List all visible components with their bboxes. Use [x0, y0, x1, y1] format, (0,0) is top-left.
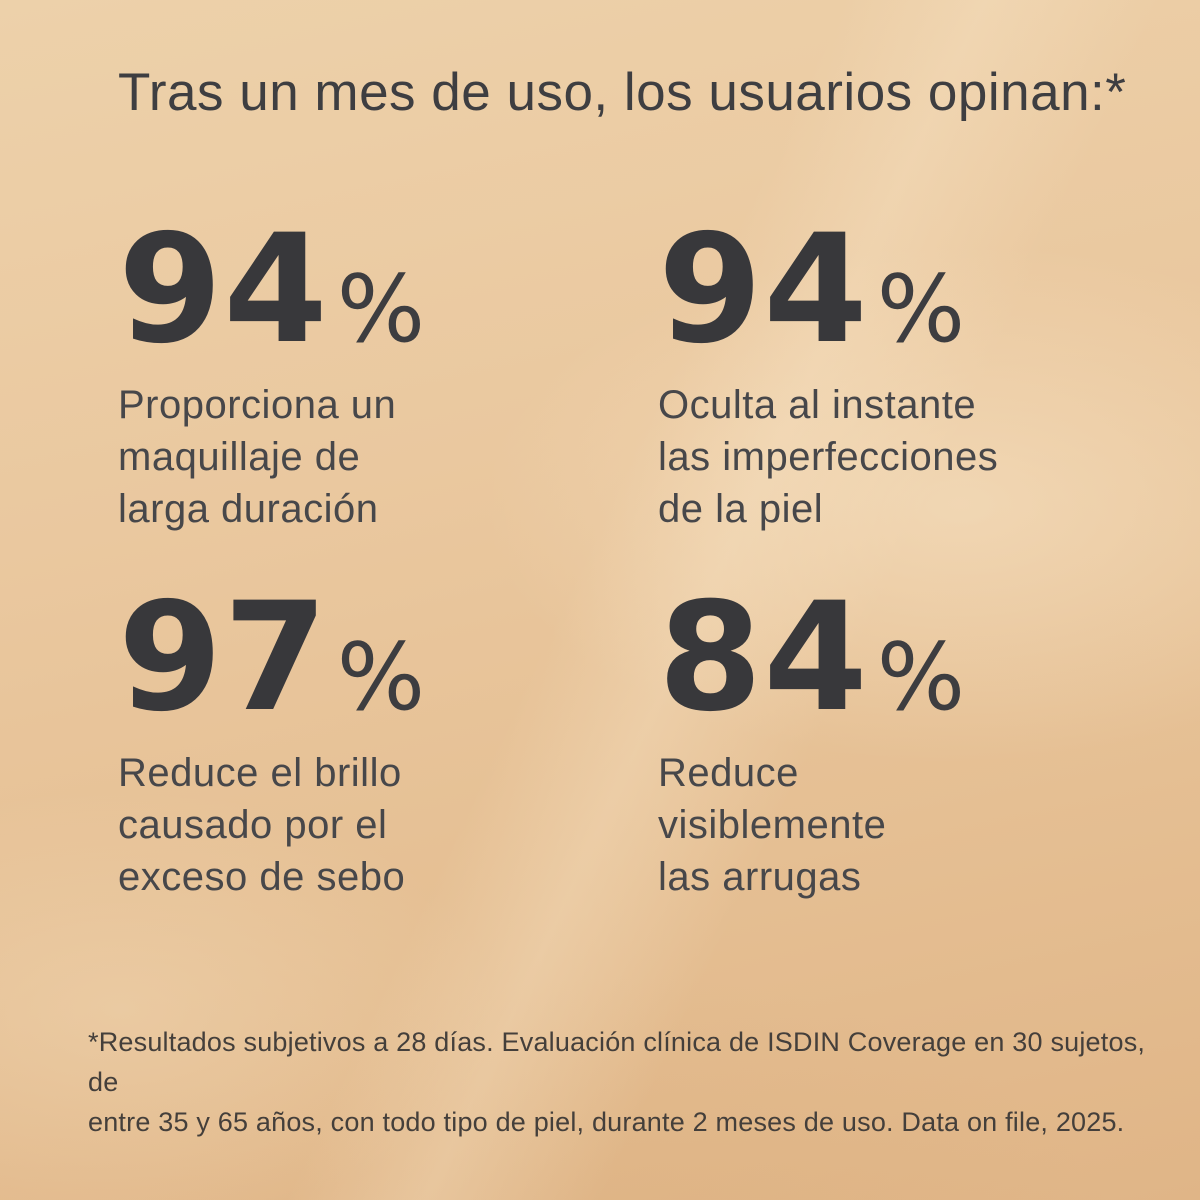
stat-description: Oculta al instante las imperfecciones de…: [658, 383, 999, 531]
percent-sign: %: [876, 255, 966, 363]
stat-value: 84: [658, 571, 869, 745]
stat-description: Proporciona un maquillaje de larga durac…: [118, 383, 397, 531]
stat-description: Reduce visiblemente las arrugas: [658, 751, 887, 899]
footnote: *Resultados subjetivos a 28 días. Evalua…: [88, 1027, 1146, 1137]
stat-number: 94%: [658, 215, 1138, 365]
stat-block-reduces-shine: 97% Reduce el brillo causado por el exce…: [118, 583, 658, 903]
stat-description: Reduce el brillo causado por el exceso d…: [118, 751, 406, 899]
stat-block-hides-imperfections: 94% Oculta al instante las imperfeccione…: [658, 215, 1138, 535]
stat-value: 97: [118, 571, 329, 745]
stat-value: 94: [118, 203, 329, 377]
stat-number: 84%: [658, 583, 1138, 733]
stat-number: 97%: [118, 583, 658, 733]
page-title: Tras un mes de uso, los usuarios opinan:…: [118, 63, 1127, 122]
stat-block-long-lasting-makeup: 94% Proporciona un maquillaje de larga d…: [118, 215, 658, 535]
stat-block-reduces-wrinkles: 84% Reduce visiblemente las arrugas: [658, 583, 1138, 903]
stats-grid: 94% Proporciona un maquillaje de larga d…: [118, 215, 1138, 903]
stat-value: 94: [658, 203, 869, 377]
stat-number: 94%: [118, 215, 658, 365]
percent-sign: %: [336, 255, 426, 363]
percent-sign: %: [876, 623, 966, 731]
percent-sign: %: [336, 623, 426, 731]
